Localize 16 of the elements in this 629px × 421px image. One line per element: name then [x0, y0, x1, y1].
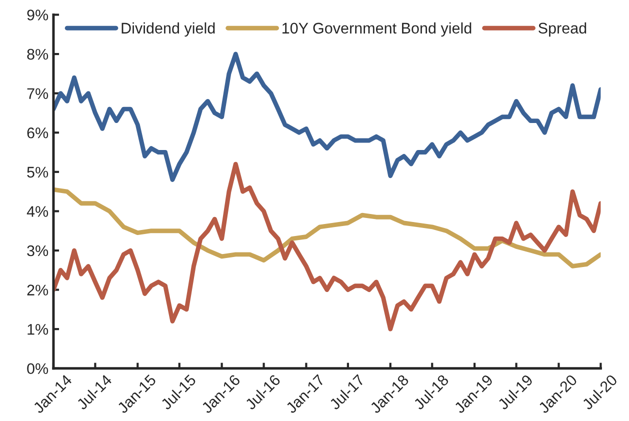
legend-label: Dividend yield: [122, 22, 215, 37]
y-tick-label: 8%: [27, 48, 48, 60]
legend-label: 10Y Government Bond yield: [282, 22, 472, 37]
y-tick-label: 4%: [26, 206, 48, 217]
y-tick-label: 3%: [27, 245, 48, 256]
line-series: [53, 187, 601, 268]
y-tick-label: 9%: [27, 10, 48, 20]
y-tick-label: 6%: [27, 127, 48, 138]
y-tick-label: 2%: [27, 284, 48, 296]
legend-label: Spread: [538, 22, 586, 37]
y-tick-label: 0%: [27, 363, 48, 374]
y-tick-label: 1%: [28, 324, 48, 335]
line-series: [53, 162, 601, 332]
y-tick-label: 7%: [27, 88, 48, 99]
y-tick-label: 5%: [27, 166, 48, 178]
line-series: [53, 52, 601, 182]
